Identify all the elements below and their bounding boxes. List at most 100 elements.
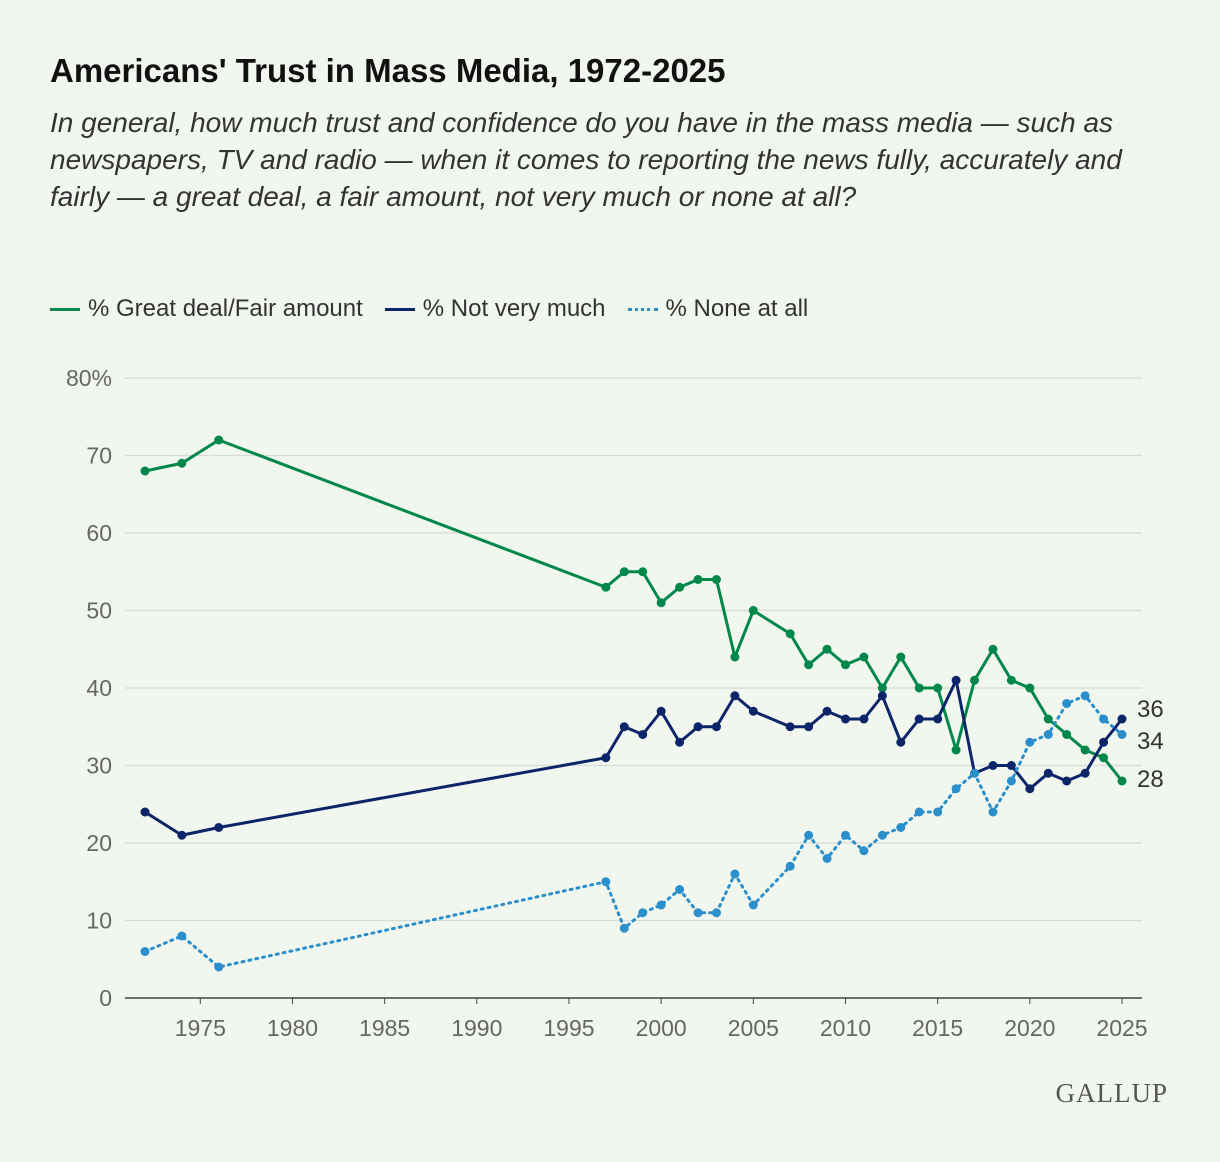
x-tick-label: 2005 <box>728 1015 779 1041</box>
data-point <box>177 931 187 941</box>
data-point <box>970 675 980 685</box>
data-point <box>896 823 906 832</box>
y-tick-label: 60 <box>86 520 112 546</box>
series-line-2 <box>143 694 1124 969</box>
data-point <box>1099 737 1109 747</box>
y-tick-label: 0 <box>99 985 112 1011</box>
end-label: 28 <box>1137 766 1164 793</box>
data-point <box>951 675 961 685</box>
legend-item-not-very-much: % Not very much <box>384 295 606 323</box>
data-point <box>214 823 224 832</box>
data-point <box>970 768 980 778</box>
data-point <box>1025 784 1035 794</box>
gallup-logo: GALLUP <box>1055 1078 1168 1108</box>
data-point <box>656 598 666 608</box>
series-line-1 <box>144 678 1124 837</box>
data-point <box>877 830 887 840</box>
data-point <box>1099 714 1109 724</box>
end-label: 34 <box>1137 728 1164 755</box>
x-tick-label: 2010 <box>820 1015 871 1041</box>
data-point <box>656 900 666 910</box>
x-tick-label: 1985 <box>359 1015 410 1041</box>
data-point <box>1006 675 1016 685</box>
data-point <box>638 567 648 577</box>
data-point <box>859 714 869 724</box>
data-point <box>140 947 150 956</box>
data-point <box>730 691 740 701</box>
data-point <box>601 753 611 763</box>
x-tick-label: 1975 <box>175 1015 226 1041</box>
data-point <box>601 582 611 592</box>
data-point <box>933 683 943 693</box>
y-tick-label: 30 <box>86 753 112 779</box>
y-tick-label: 80% <box>66 365 112 391</box>
data-point <box>619 567 629 577</box>
data-point <box>914 683 924 693</box>
data-point <box>711 908 721 918</box>
data-point <box>693 575 703 584</box>
data-point <box>1025 737 1035 747</box>
data-point <box>730 869 740 879</box>
x-tick-label: 1995 <box>543 1015 594 1041</box>
data-point <box>675 737 685 747</box>
data-point <box>140 807 150 817</box>
data-point <box>785 629 795 639</box>
data-point <box>988 761 998 770</box>
data-point <box>1006 761 1016 770</box>
end-label: 36 <box>1137 696 1164 723</box>
data-point <box>1043 714 1053 724</box>
data-point <box>840 660 850 670</box>
data-point <box>1117 730 1127 739</box>
x-tick-label: 2015 <box>912 1015 963 1041</box>
y-tick-label: 70 <box>86 443 112 469</box>
data-point <box>896 737 906 747</box>
data-point <box>177 458 187 468</box>
data-point <box>693 908 703 918</box>
data-point <box>1080 745 1090 755</box>
data-point <box>840 714 850 724</box>
data-point <box>140 466 150 476</box>
data-point <box>1043 768 1053 778</box>
data-point <box>748 900 758 910</box>
data-point <box>748 606 758 615</box>
data-point <box>1117 776 1127 786</box>
data-point <box>1080 768 1090 778</box>
data-point <box>711 575 721 584</box>
data-point <box>877 683 887 693</box>
data-point <box>675 582 685 592</box>
chart-title: Americans' Trust in Mass Media, 1972-202… <box>50 52 726 89</box>
data-point <box>859 846 869 856</box>
data-point <box>619 722 629 732</box>
data-point <box>988 644 998 654</box>
data-point <box>1117 714 1127 724</box>
x-tick-label: 2000 <box>636 1015 687 1041</box>
data-point <box>785 861 795 871</box>
chart-subtitle: In general, how much trust and confidenc… <box>50 107 1122 212</box>
data-point <box>988 807 998 817</box>
x-tick-label: 1990 <box>451 1015 502 1041</box>
data-point <box>804 830 814 840</box>
data-point <box>675 885 685 894</box>
legend-label: % Great deal/Fair amount <box>88 295 363 322</box>
data-point <box>822 854 832 863</box>
y-tick-label: 10 <box>86 908 112 934</box>
data-point <box>601 877 611 887</box>
data-point <box>896 652 906 662</box>
data-point <box>693 722 703 732</box>
data-point <box>1062 699 1072 708</box>
data-point <box>214 962 224 972</box>
data-point <box>914 714 924 724</box>
data-point <box>638 908 648 918</box>
data-point <box>840 830 850 840</box>
data-point <box>1080 691 1090 701</box>
data-point <box>1025 683 1035 693</box>
data-point <box>1062 776 1072 786</box>
y-tick-label: 40 <box>86 675 112 701</box>
data-point <box>804 660 814 670</box>
data-point <box>951 784 961 794</box>
data-point <box>177 830 187 840</box>
data-point <box>656 706 666 716</box>
data-point <box>822 644 832 654</box>
data-point <box>785 722 795 732</box>
